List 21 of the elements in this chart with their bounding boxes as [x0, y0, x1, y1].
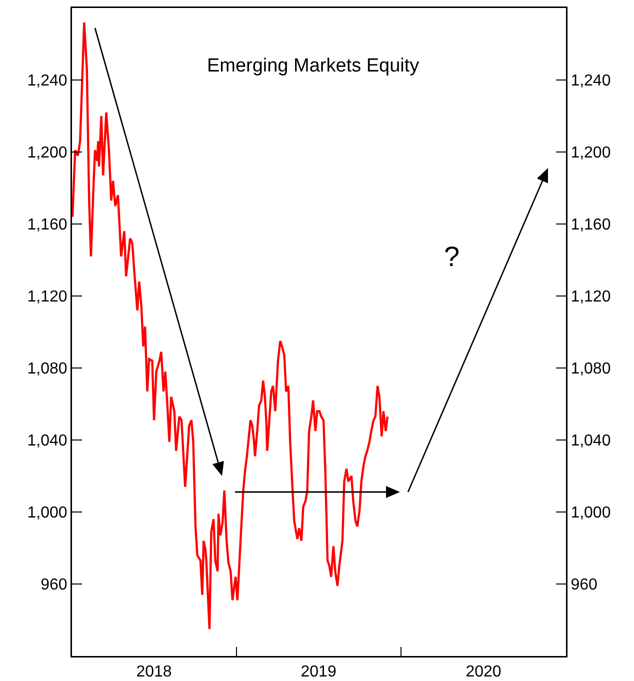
y-tick-label: 960	[40, 576, 68, 594]
x-tick-label: 2020	[466, 664, 502, 681]
y2-tick-label: 1,040	[570, 432, 611, 450]
y-tick-label: 1,040	[27, 432, 68, 450]
y-tick-label: 1,000	[27, 504, 68, 522]
annotation: ?	[444, 241, 460, 272]
y-tick-label: 1,200	[27, 144, 68, 162]
y2-tick-label: 1,120	[570, 288, 611, 306]
y-tick-label: 1,240	[27, 72, 68, 90]
text: Emerging Markets Equity	[206, 56, 420, 77]
y2-tick-label: 1,080	[570, 360, 611, 378]
y2-tick-label: 1,200	[570, 144, 611, 162]
y2-tick-label: 1,160	[570, 216, 611, 234]
y2-tick-label: 1,240	[570, 72, 611, 90]
x-tick-label: 2019	[300, 664, 336, 681]
y-tick-label: 1,080	[27, 360, 68, 378]
y-tick-label: 1,160	[27, 216, 68, 234]
y2-tick-label: 1,000	[570, 504, 611, 522]
x-tick-label: 2018	[136, 664, 172, 681]
y-tick-label: 1,120	[27, 288, 68, 306]
y2-tick-label: 960	[570, 576, 598, 594]
